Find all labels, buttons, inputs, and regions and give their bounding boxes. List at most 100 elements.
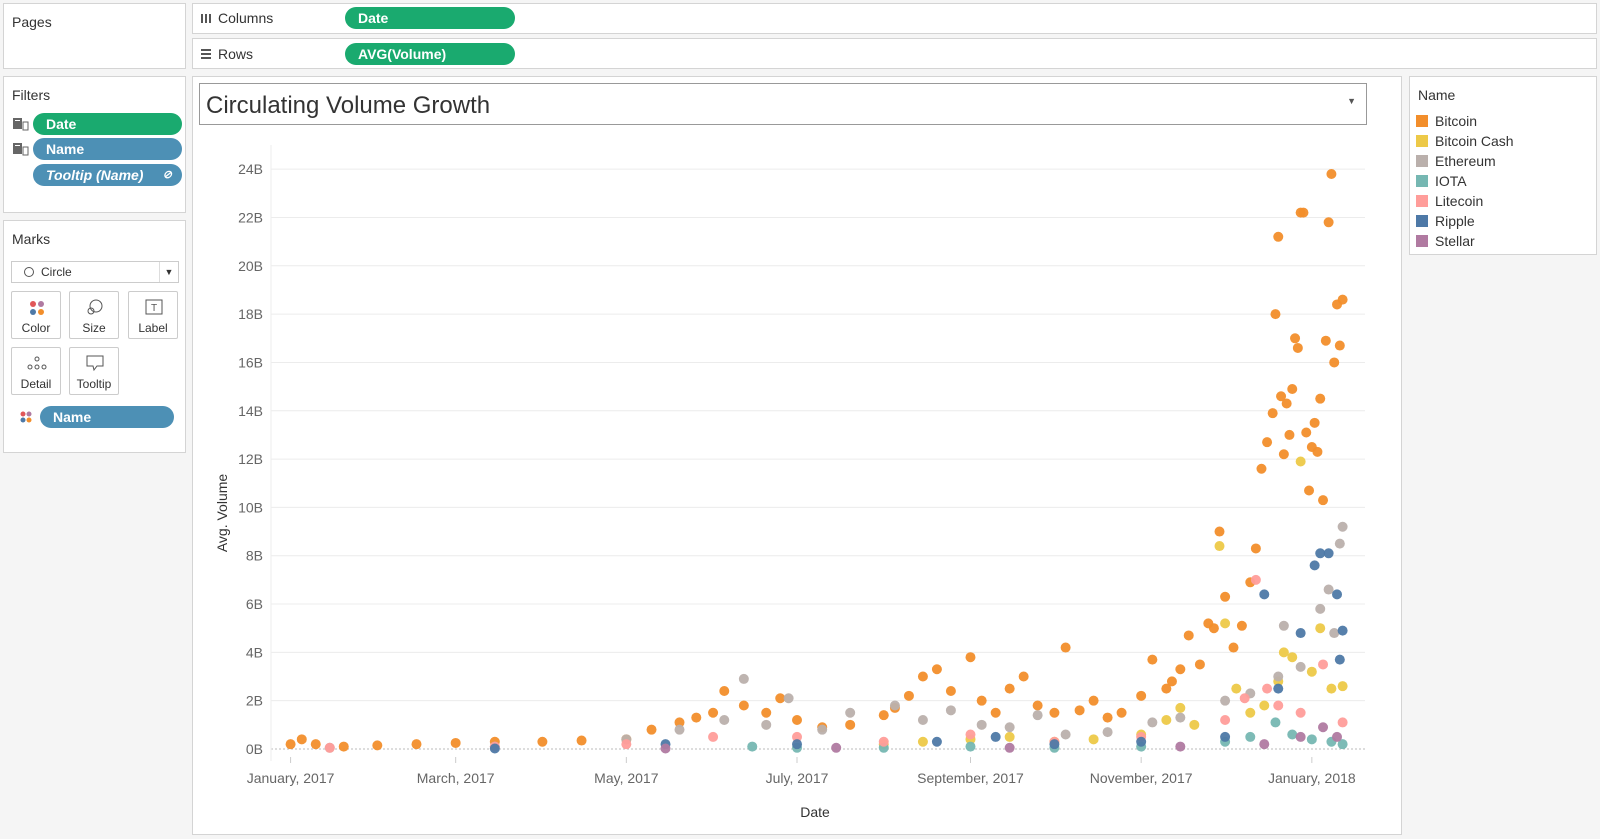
data-point[interactable] bbox=[1161, 683, 1172, 694]
data-point[interactable] bbox=[1220, 715, 1231, 726]
columns-date-pill[interactable]: Date bbox=[345, 7, 515, 29]
data-point[interactable] bbox=[1245, 731, 1256, 742]
data-point[interactable] bbox=[761, 719, 772, 730]
data-point[interactable] bbox=[1334, 654, 1345, 665]
data-point[interactable] bbox=[646, 724, 657, 735]
data-point[interactable] bbox=[1088, 695, 1099, 706]
data-point[interactable] bbox=[1220, 695, 1231, 706]
data-point[interactable] bbox=[324, 742, 335, 753]
filter-name-pill[interactable]: Name bbox=[33, 138, 182, 160]
data-point[interactable] bbox=[1074, 705, 1085, 716]
data-point[interactable] bbox=[1175, 702, 1186, 713]
data-point[interactable] bbox=[1298, 207, 1309, 218]
data-point[interactable] bbox=[1004, 731, 1015, 742]
data-point[interactable] bbox=[1278, 449, 1289, 460]
data-point[interactable] bbox=[1004, 742, 1015, 753]
data-point[interactable] bbox=[1278, 647, 1289, 658]
data-point[interactable] bbox=[1231, 683, 1242, 694]
data-point[interactable] bbox=[1259, 589, 1270, 600]
data-point[interactable] bbox=[450, 737, 461, 748]
data-point[interactable] bbox=[1032, 700, 1043, 711]
data-point[interactable] bbox=[1228, 642, 1239, 653]
data-point[interactable] bbox=[976, 695, 987, 706]
title-dropdown-icon[interactable]: ▼ bbox=[1347, 96, 1356, 106]
data-point[interactable] bbox=[674, 724, 685, 735]
data-point[interactable] bbox=[285, 739, 296, 750]
data-point[interactable] bbox=[1161, 715, 1172, 726]
data-point[interactable] bbox=[1295, 456, 1306, 467]
data-point[interactable] bbox=[1273, 700, 1284, 711]
data-point[interactable] bbox=[1334, 538, 1345, 549]
data-point[interactable] bbox=[1306, 734, 1317, 745]
mark-type-select[interactable]: Circle ▼ bbox=[11, 261, 179, 283]
columns-shelf[interactable]: Columns Date bbox=[192, 3, 1597, 34]
data-point[interactable] bbox=[1287, 384, 1298, 395]
data-point[interactable] bbox=[1208, 623, 1219, 634]
data-point[interactable] bbox=[1049, 739, 1060, 750]
data-point[interactable] bbox=[1004, 683, 1015, 694]
data-point[interactable] bbox=[719, 686, 730, 697]
data-point[interactable] bbox=[1189, 719, 1200, 730]
data-point[interactable] bbox=[976, 719, 987, 730]
data-point[interactable] bbox=[1337, 681, 1348, 692]
data-point[interactable] bbox=[761, 707, 772, 718]
data-point[interactable] bbox=[1323, 548, 1334, 559]
detail-button[interactable]: Detail bbox=[11, 347, 61, 395]
data-point[interactable] bbox=[792, 739, 803, 750]
data-point[interactable] bbox=[621, 739, 632, 750]
data-point[interactable] bbox=[660, 743, 671, 754]
data-point[interactable] bbox=[1256, 463, 1267, 474]
data-point[interactable] bbox=[1337, 717, 1348, 728]
data-point[interactable] bbox=[1273, 231, 1284, 242]
data-point[interactable] bbox=[1259, 700, 1270, 711]
data-point[interactable] bbox=[1250, 574, 1261, 585]
data-point[interactable] bbox=[990, 707, 1001, 718]
data-point[interactable] bbox=[1088, 734, 1099, 745]
data-point[interactable] bbox=[537, 736, 548, 747]
data-point[interactable] bbox=[845, 719, 856, 730]
data-point[interactable] bbox=[1262, 437, 1273, 448]
data-point[interactable] bbox=[931, 664, 942, 675]
data-point[interactable] bbox=[1214, 541, 1225, 552]
data-point[interactable] bbox=[1306, 666, 1317, 677]
chevron-down-icon[interactable]: ▼ bbox=[159, 262, 178, 282]
label-button[interactable]: T Label bbox=[128, 291, 178, 339]
data-point[interactable] bbox=[1323, 217, 1334, 228]
legend-item[interactable]: Litecoin bbox=[1416, 193, 1483, 209]
data-point[interactable] bbox=[1136, 736, 1147, 747]
data-point[interactable] bbox=[1332, 589, 1343, 600]
data-point[interactable] bbox=[1250, 543, 1261, 554]
data-point[interactable] bbox=[1175, 741, 1186, 752]
color-button[interactable]: Color bbox=[11, 291, 61, 339]
data-point[interactable] bbox=[1329, 357, 1340, 368]
data-point[interactable] bbox=[1337, 521, 1348, 532]
data-point[interactable] bbox=[1147, 654, 1158, 665]
data-point[interactable] bbox=[372, 740, 383, 751]
data-point[interactable] bbox=[1116, 707, 1127, 718]
data-point[interactable] bbox=[1220, 618, 1231, 629]
data-point[interactable] bbox=[1320, 335, 1331, 346]
data-point[interactable] bbox=[1259, 739, 1270, 750]
data-point[interactable] bbox=[1273, 671, 1284, 682]
data-point[interactable] bbox=[945, 686, 956, 697]
data-point[interactable] bbox=[738, 700, 749, 711]
data-point[interactable] bbox=[1304, 485, 1315, 496]
data-point[interactable] bbox=[338, 741, 349, 752]
data-point[interactable] bbox=[945, 705, 956, 716]
data-point[interactable] bbox=[1102, 727, 1113, 738]
data-point[interactable] bbox=[1295, 731, 1306, 742]
data-point[interactable] bbox=[719, 715, 730, 726]
data-point[interactable] bbox=[1290, 333, 1301, 344]
data-point[interactable] bbox=[1175, 664, 1186, 675]
data-point[interactable] bbox=[917, 671, 928, 682]
data-point[interactable] bbox=[792, 715, 803, 726]
data-point[interactable] bbox=[831, 742, 842, 753]
data-point[interactable] bbox=[310, 739, 321, 750]
data-point[interactable] bbox=[1175, 712, 1186, 723]
data-point[interactable] bbox=[903, 690, 914, 701]
data-point[interactable] bbox=[411, 739, 422, 750]
data-point[interactable] bbox=[489, 743, 500, 754]
data-point[interactable] bbox=[1060, 642, 1071, 653]
data-point[interactable] bbox=[1301, 427, 1312, 438]
data-point[interactable] bbox=[576, 735, 587, 746]
